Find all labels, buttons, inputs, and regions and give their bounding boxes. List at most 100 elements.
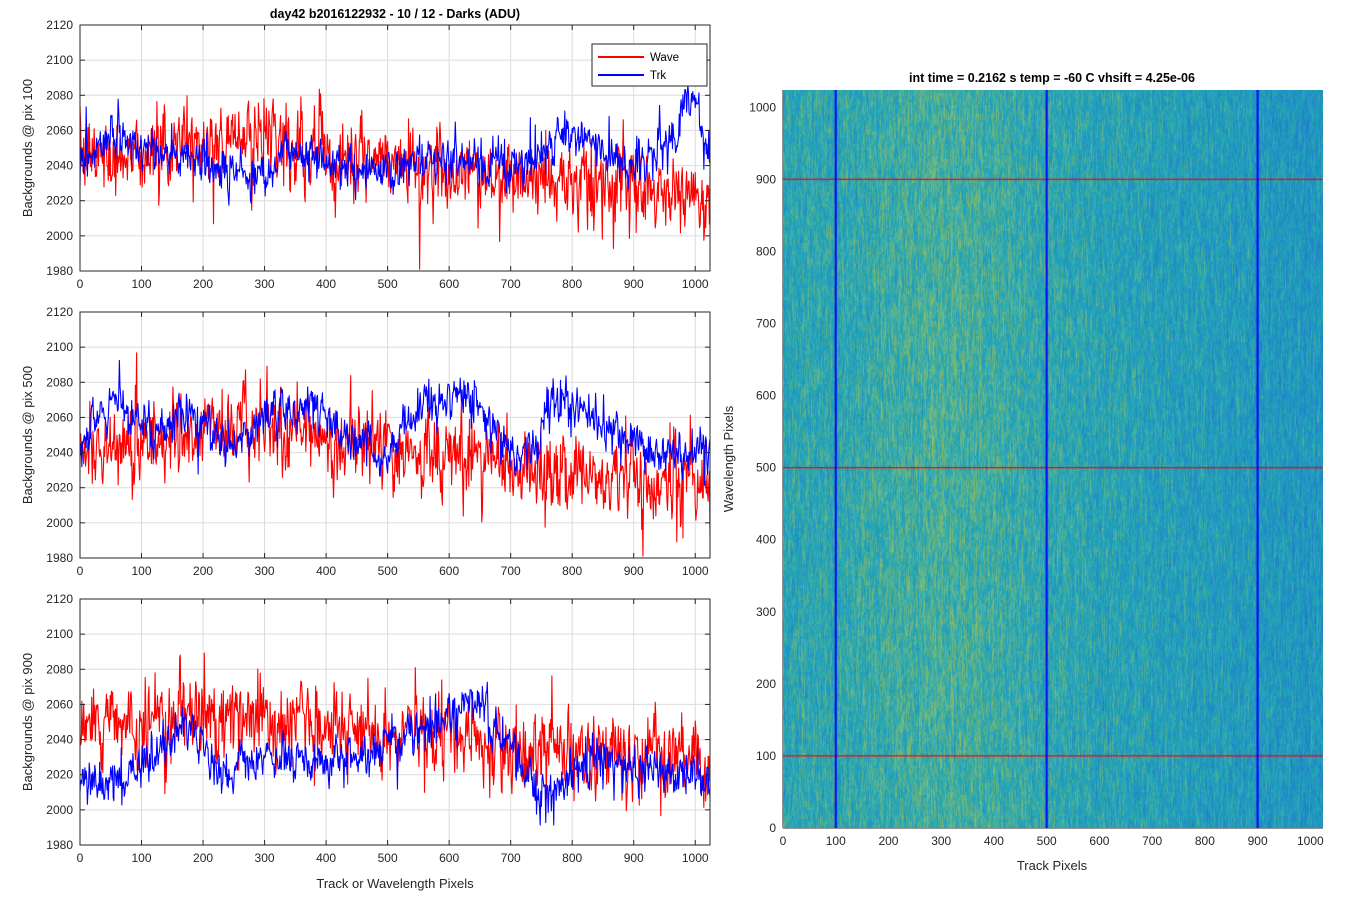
x-tick-label: 100 bbox=[132, 277, 152, 291]
x-tick-label: 500 bbox=[378, 851, 398, 865]
y-tick-label: 2020 bbox=[46, 768, 73, 782]
x-tick-label: 200 bbox=[878, 834, 898, 848]
y-tick-label: 1980 bbox=[46, 838, 73, 852]
y-tick-label: 0 bbox=[769, 821, 776, 835]
x-tick-label: 1000 bbox=[1297, 834, 1324, 848]
y-tick-label: 2120 bbox=[46, 305, 73, 319]
y-tick-label: 2100 bbox=[46, 53, 73, 67]
x-tick-label: 0 bbox=[780, 834, 787, 848]
x-tick-label: 1000 bbox=[682, 564, 709, 578]
x-tick-label: 600 bbox=[439, 564, 459, 578]
y-tick-label: 2000 bbox=[46, 516, 73, 530]
x-tick-label: 200 bbox=[193, 851, 213, 865]
legend-label-trk: Trk bbox=[650, 70, 666, 82]
y-tick-label: 2040 bbox=[46, 733, 73, 747]
x-tick-label: 300 bbox=[255, 851, 275, 865]
heatmap-x-tick-labels: 0 100 200 300 400 500 600 700 800 900 1000 bbox=[780, 834, 1324, 848]
x-tick-label: 300 bbox=[255, 564, 275, 578]
y-tick-label: 800 bbox=[756, 244, 776, 258]
y-tick-label: 100 bbox=[756, 749, 776, 763]
y-tick-label: 2120 bbox=[46, 592, 73, 606]
y-axis-label: Backgrounds @ pix 900 bbox=[20, 653, 35, 791]
y-tick-label: 2060 bbox=[46, 697, 73, 711]
x-tick-label: 700 bbox=[501, 564, 521, 578]
x-tick-labels: 0 100 200 300 400 500 600 700 800 900 1000 bbox=[77, 277, 709, 291]
x-tick-label: 500 bbox=[1037, 834, 1057, 848]
series-lines bbox=[79, 652, 711, 826]
heatmap-y-axis-label: Wavelength Pixels bbox=[721, 405, 736, 512]
heatmap-y-tick-labels: 0 100 200 300 400 500 600 700 800 900 1000 bbox=[749, 100, 776, 835]
y-tick-label: 2020 bbox=[46, 481, 73, 495]
x-tick-label: 400 bbox=[984, 834, 1004, 848]
y-tick-label: 2040 bbox=[46, 159, 73, 173]
y-tick-label: 700 bbox=[756, 317, 776, 331]
y-tick-label: 2080 bbox=[46, 375, 73, 389]
x-tick-label: 600 bbox=[439, 277, 459, 291]
x-tick-label: 200 bbox=[193, 277, 213, 291]
series-line-trk bbox=[79, 681, 711, 826]
x-tick-label: 0 bbox=[77, 851, 84, 865]
y-tick-label: 400 bbox=[756, 533, 776, 547]
x-tick-label: 900 bbox=[624, 564, 644, 578]
series-line-wave bbox=[79, 88, 711, 270]
y-tick-label: 2060 bbox=[46, 123, 73, 137]
heatmap-x-axis-label: Track Pixels bbox=[1017, 858, 1088, 873]
x-tick-label: 900 bbox=[624, 851, 644, 865]
x-tick-labels: 0 100 200 300 400 500 600 700 800 900 1000 bbox=[77, 851, 709, 865]
x-tick-label: 100 bbox=[132, 564, 152, 578]
x-tick-label: 600 bbox=[439, 851, 459, 865]
series-lines bbox=[79, 352, 711, 557]
heatmap-title: int time = 0.2162 s temp = -60 C vhsift … bbox=[909, 71, 1195, 85]
x-tick-label: 700 bbox=[1142, 834, 1162, 848]
axes-box bbox=[79, 311, 711, 559]
series-lines bbox=[79, 84, 711, 270]
x-tick-label: 1000 bbox=[682, 277, 709, 291]
x-tick-label: 700 bbox=[501, 851, 521, 865]
x-tick-label: 600 bbox=[1089, 834, 1109, 848]
y-axis-label: Backgrounds @ pix 500 bbox=[20, 366, 35, 504]
x-tick-label: 800 bbox=[562, 564, 582, 578]
axes-frame bbox=[79, 24, 711, 272]
legend-label-wave: Wave bbox=[650, 52, 679, 64]
y-tick-label: 2120 bbox=[46, 18, 73, 32]
y-tick-label: 2060 bbox=[46, 410, 73, 424]
y-tick-label: 1980 bbox=[46, 551, 73, 565]
x-tick-label: 0 bbox=[77, 277, 84, 291]
legend: Wave Trk bbox=[591, 43, 708, 87]
x-tick-label: 0 bbox=[77, 564, 84, 578]
chart-title: day42 b2016122932 - 10 / 12 - Darks (ADU… bbox=[270, 7, 520, 21]
y-tick-label: 2100 bbox=[46, 627, 73, 641]
x-tick-label: 500 bbox=[378, 564, 398, 578]
x-tick-label: 700 bbox=[501, 277, 521, 291]
y-axis-label: Backgrounds @ pix 100 bbox=[20, 79, 35, 217]
x-tick-label: 1000 bbox=[682, 851, 709, 865]
y-tick-label: 2000 bbox=[46, 803, 73, 817]
x-tick-label: 800 bbox=[1195, 834, 1215, 848]
line-chart-pix-100: day42 b2016122932 - 10 / 12 - Darks (ADU… bbox=[20, 7, 711, 291]
heatmap-image bbox=[783, 90, 1323, 828]
x-tick-label: 100 bbox=[132, 851, 152, 865]
axes-box bbox=[79, 598, 711, 846]
y-tick-label: 500 bbox=[756, 461, 776, 475]
y-tick-label: 2000 bbox=[46, 229, 73, 243]
line-chart-pix-500: 0 100 200 300 400 500 600 700 800 900 1000 1980 200… bbox=[20, 305, 711, 578]
y-tick-labels: 1980 2000 2020 2040 2060 2080 2100 2120 bbox=[46, 592, 73, 852]
y-tick-label: 200 bbox=[756, 677, 776, 691]
legend-box bbox=[591, 43, 708, 87]
x-tick-label: 400 bbox=[316, 277, 336, 291]
axes-frame bbox=[79, 311, 711, 559]
x-tick-label: 300 bbox=[931, 834, 951, 848]
x-axis-label: Track or Wavelength Pixels bbox=[316, 876, 474, 891]
y-tick-label: 1980 bbox=[46, 264, 73, 278]
y-tick-labels: 1980 2000 2020 2040 2060 2080 2100 2120 bbox=[46, 18, 73, 278]
y-tick-label: 600 bbox=[756, 389, 776, 403]
series-line-trk bbox=[79, 84, 711, 206]
x-tick-label: 400 bbox=[316, 851, 336, 865]
y-tick-label: 1000 bbox=[749, 100, 776, 114]
series-line-wave bbox=[79, 352, 711, 557]
y-tick-label: 2100 bbox=[46, 340, 73, 354]
series-line-trk bbox=[79, 359, 711, 486]
x-tick-label: 100 bbox=[826, 834, 846, 848]
x-tick-label: 200 bbox=[193, 564, 213, 578]
